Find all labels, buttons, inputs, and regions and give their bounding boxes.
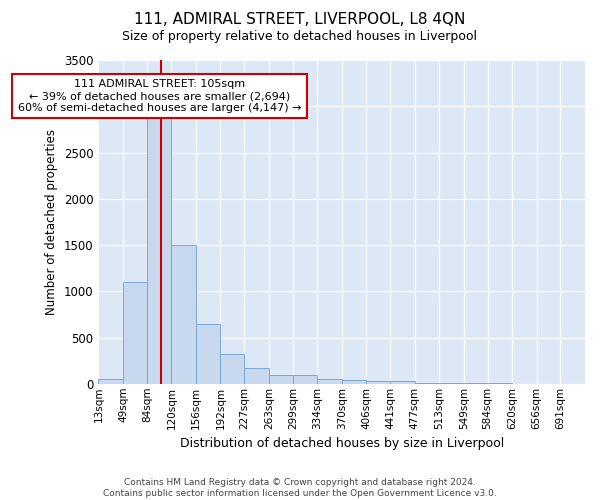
Bar [317,378,342,384]
Bar [415,383,439,384]
Bar [269,376,293,384]
Bar [147,111,172,384]
Text: 111 ADMIRAL STREET: 105sqm
← 39% of detached houses are smaller (2,694)
60% of s: 111 ADMIRAL STREET: 105sqm ← 39% of deta… [17,80,301,112]
Y-axis label: Number of detached properties: Number of detached properties [46,129,58,315]
Text: Contains HM Land Registry data © Crown copyright and database right 2024.
Contai: Contains HM Land Registry data © Crown c… [103,478,497,498]
Bar [220,354,244,384]
Bar [244,368,269,384]
Text: Size of property relative to detached houses in Liverpool: Size of property relative to detached ho… [122,30,478,43]
Text: 111, ADMIRAL STREET, LIVERPOOL, L8 4QN: 111, ADMIRAL STREET, LIVERPOOL, L8 4QN [134,12,466,28]
Bar [342,380,366,384]
X-axis label: Distribution of detached houses by size in Liverpool: Distribution of detached houses by size … [179,437,504,450]
Bar [172,245,196,384]
Bar [98,379,123,384]
Bar [123,282,147,384]
Bar [196,324,220,384]
Bar [293,376,317,384]
Bar [366,381,390,384]
Bar [390,382,415,384]
